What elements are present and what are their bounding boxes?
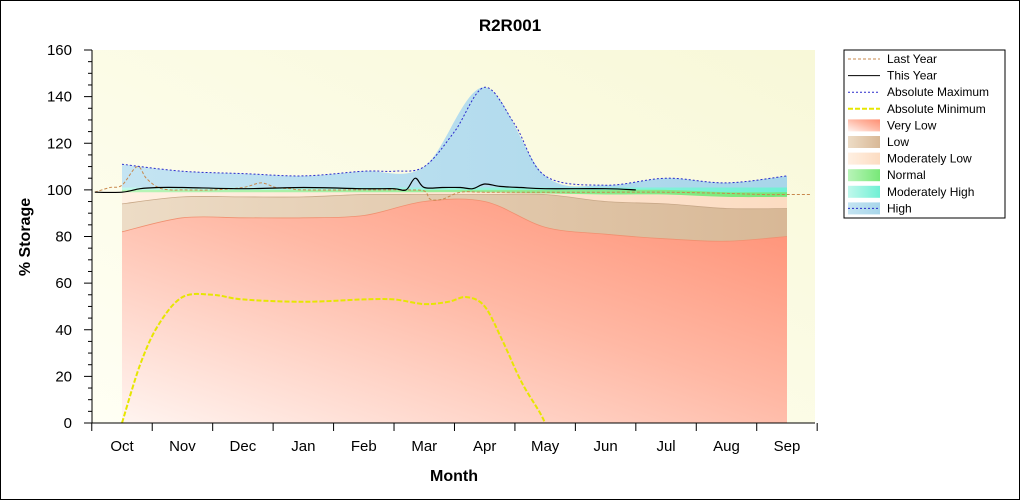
- legend-swatch: [848, 119, 880, 132]
- x-axis-ticks: Oct Nov Dec Jan Feb Mar Apr May Jun Jul Aug Sep: [91, 423, 818, 455]
- legend-item-last-year: Last Year: [848, 52, 937, 66]
- legend-label: Moderately High: [887, 185, 974, 199]
- legend-item-very-low: Very Low: [848, 118, 937, 132]
- y-tick-label: 120: [47, 135, 72, 152]
- chart-title: R2R001: [479, 16, 541, 35]
- y-tick-label: 40: [55, 322, 72, 339]
- legend-label: This Year: [887, 69, 937, 83]
- y-tick-label: 80: [55, 229, 72, 246]
- y-tick-label: 20: [55, 368, 72, 385]
- legend-item-absolute-minimum: Absolute Minimum: [848, 102, 986, 116]
- legend-swatch: [848, 169, 880, 182]
- legend-swatch: [848, 152, 880, 165]
- y-axis-ticks: 0 20 40 60 80 100 120 140 160: [47, 42, 92, 432]
- x-tick-label-jul: Jul: [656, 438, 675, 455]
- y-tick-label: 100: [47, 182, 72, 199]
- band-very-low: [122, 199, 787, 423]
- y-tick-label: 0: [64, 415, 72, 432]
- x-tick-label-may: May: [531, 438, 560, 455]
- legend-label: Normal: [887, 168, 926, 182]
- legend-swatch: [848, 185, 880, 198]
- legend-label: Very Low: [887, 118, 937, 132]
- x-tick-label-jan: Jan: [291, 438, 315, 455]
- range-bands: [121, 87, 788, 423]
- legend: Last Year This Year Absolute Maximum Absolu…: [843, 49, 1006, 219]
- x-tick-label-oct: Oct: [110, 438, 134, 455]
- x-tick-label-dec: Dec: [230, 438, 257, 455]
- legend-label: Last Year: [887, 52, 937, 66]
- series-line-this-year: [94, 177, 636, 194]
- legend-label: Low: [887, 135, 909, 149]
- legend-item-normal: Normal: [848, 168, 926, 182]
- legend-item-this-year: This Year: [848, 69, 937, 83]
- legend-item-low: Low: [848, 135, 909, 149]
- series-line-last-year: [94, 166, 812, 201]
- legend-label: Absolute Maximum: [887, 85, 989, 99]
- y-tick-label: 60: [55, 275, 72, 292]
- series-lines: [94, 86, 812, 424]
- x-tick-label-aug: Aug: [713, 438, 740, 455]
- legend-item-absolute-maximum: Absolute Maximum: [848, 85, 989, 99]
- x-tick-label-apr: Apr: [473, 438, 496, 455]
- x-axis-label: Month: [430, 468, 478, 485]
- x-tick-label-feb: Feb: [351, 438, 377, 455]
- x-tick-label-jun: Jun: [594, 438, 618, 455]
- x-tick-label-sep: Sep: [774, 438, 801, 455]
- legend-label: High: [887, 201, 912, 215]
- x-tick-label-mar: Mar: [411, 438, 437, 455]
- legend-label: Absolute Minimum: [887, 102, 986, 116]
- y-tick-label: 160: [47, 42, 72, 59]
- y-tick-label: 140: [47, 89, 72, 106]
- band-edge-very-low: [121, 198, 788, 242]
- legend-label: Moderately Low: [887, 152, 972, 166]
- legend-item-moderately-low: Moderately Low: [848, 152, 972, 166]
- y-axis-label: % Storage: [17, 198, 34, 276]
- series-line-absolute-minimum: [121, 292, 547, 424]
- x-tick-label-nov: Nov: [169, 438, 196, 455]
- legend-item-moderately-high: Moderately High: [848, 185, 974, 199]
- legend-swatch: [848, 136, 880, 148]
- legend-item-high: High: [848, 201, 912, 215]
